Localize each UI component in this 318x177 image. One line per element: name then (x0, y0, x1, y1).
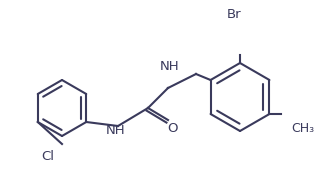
Text: Br: Br (227, 7, 241, 21)
Text: NH: NH (160, 59, 180, 73)
Text: CH₃: CH₃ (291, 121, 314, 135)
Text: NH: NH (106, 124, 126, 136)
Text: Cl: Cl (42, 150, 54, 162)
Text: O: O (167, 121, 177, 135)
